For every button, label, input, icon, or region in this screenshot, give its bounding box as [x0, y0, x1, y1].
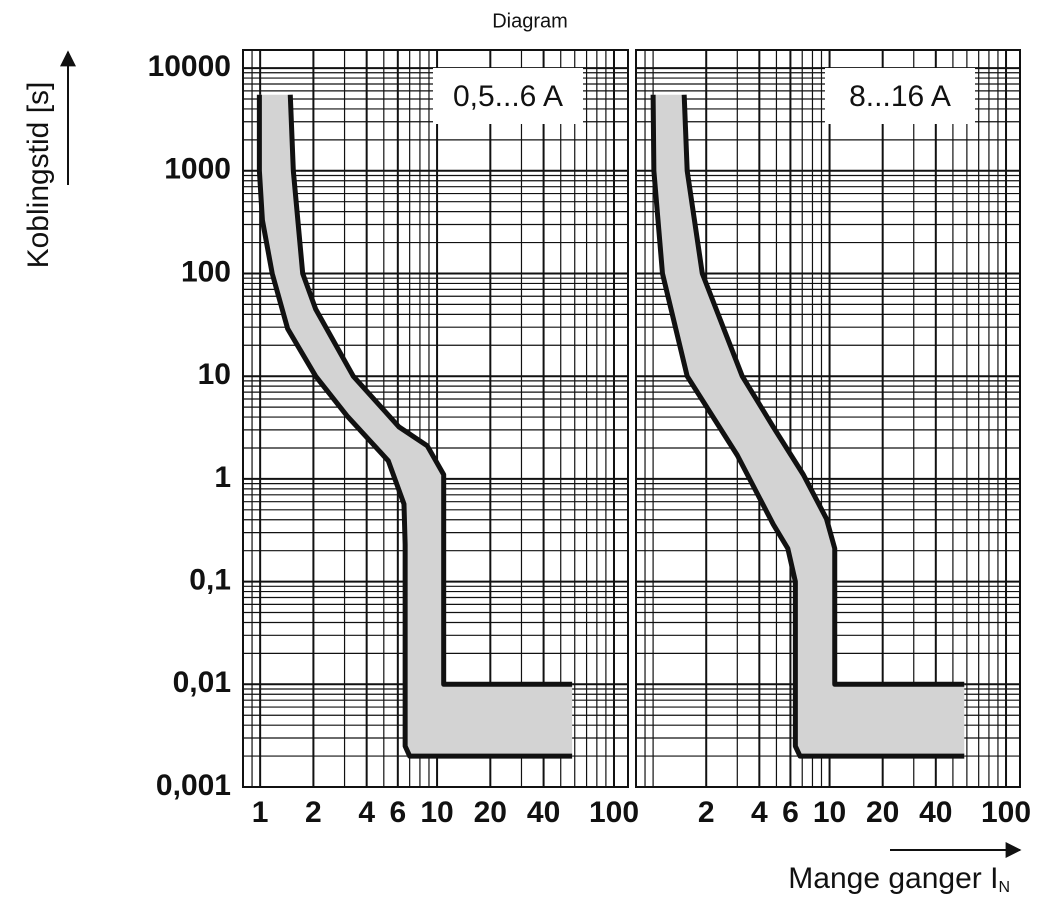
- x-tick-label: 6: [389, 796, 406, 829]
- annotation-box: [433, 68, 583, 124]
- x-tick-label: 20: [474, 796, 507, 829]
- annotation: 8...16 A: [849, 80, 951, 113]
- x-tick-label: 40: [919, 796, 952, 829]
- x-tick-label: 100: [589, 796, 639, 829]
- x-axis-label: Mange ganger IN: [788, 862, 1010, 896]
- y-axis-label: Koblingstid [s]: [22, 82, 55, 269]
- x-tick-label: 40: [527, 796, 560, 829]
- x-label-sub: N: [998, 879, 1010, 896]
- x-tick-label: 100: [981, 796, 1031, 829]
- y-tick-label: 0,001: [156, 769, 231, 802]
- chart-title: Diagram: [492, 10, 568, 32]
- y-tick-label: 10: [198, 358, 231, 391]
- annotation-box: [825, 68, 975, 124]
- x-tick-label: 10: [813, 796, 846, 829]
- y-tick-label: 1000: [164, 153, 231, 186]
- frame: [242, 49, 629, 788]
- x-tick-label: 2: [305, 796, 322, 829]
- x-tick-label: 20: [866, 796, 899, 829]
- y-tick-label: 0,01: [173, 666, 231, 699]
- x-tick-label: 10: [420, 796, 453, 829]
- x-tick-label: 6: [782, 796, 799, 829]
- x-tick-label: 2: [698, 796, 715, 829]
- y-tick-label: 1: [214, 461, 231, 494]
- x-label-main: Mange ganger I: [788, 862, 998, 895]
- y-tick-label: 10000: [148, 50, 231, 83]
- curve: [681, 94, 965, 687]
- x-tick-label: 1: [252, 796, 269, 829]
- curve: [650, 94, 965, 759]
- band-fill: [653, 94, 965, 757]
- y-tick-label: 0,1: [189, 564, 231, 597]
- annotation: 0,5...6 A: [453, 80, 563, 113]
- frame: [635, 49, 1021, 788]
- x-tick-label: 4: [751, 796, 768, 829]
- curve: [256, 94, 573, 759]
- x-tick-label: 4: [358, 796, 375, 829]
- y-tick-label: 100: [181, 255, 231, 288]
- curve: [287, 94, 573, 687]
